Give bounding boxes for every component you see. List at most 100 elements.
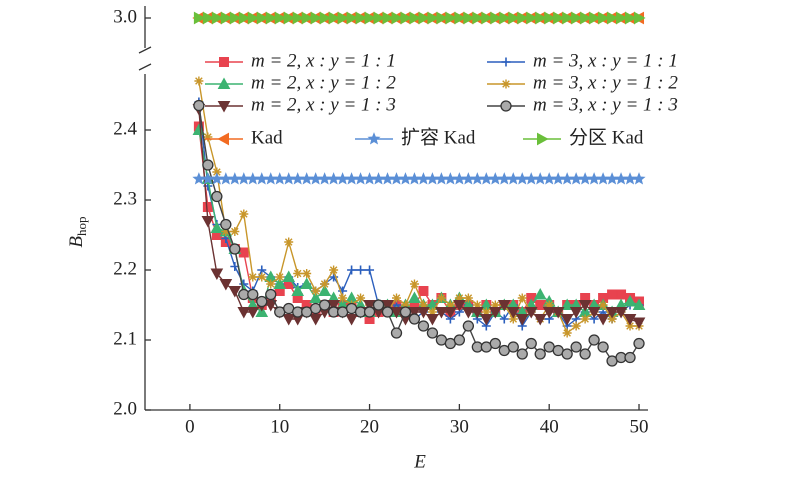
marker — [472, 300, 482, 310]
marker — [381, 306, 394, 318]
marker — [445, 300, 455, 310]
marker — [418, 286, 429, 296]
marker — [596, 172, 610, 185]
marker — [453, 334, 466, 346]
marker — [416, 172, 430, 185]
marker — [515, 172, 529, 185]
marker — [534, 348, 546, 360]
legend-label: 扩容 Kad — [401, 126, 476, 148]
axis-break — [138, 63, 152, 71]
marker — [264, 172, 278, 185]
marker — [193, 11, 206, 25]
marker — [516, 348, 528, 360]
marker — [318, 284, 331, 296]
marker — [544, 300, 554, 310]
marker — [553, 11, 565, 25]
marker — [381, 300, 394, 312]
marker — [490, 11, 502, 25]
marker — [461, 172, 475, 185]
marker — [255, 172, 269, 185]
marker — [345, 172, 359, 185]
marker — [309, 314, 323, 326]
marker — [274, 11, 287, 25]
marker — [264, 300, 278, 312]
marker — [400, 300, 410, 310]
x-tick-label: 50 — [630, 416, 649, 437]
marker — [228, 286, 242, 298]
marker — [542, 172, 556, 185]
marker — [256, 295, 268, 308]
marker — [427, 11, 439, 25]
legend-marker — [219, 57, 229, 67]
marker — [238, 247, 249, 258]
marker — [284, 237, 294, 247]
marker — [380, 172, 395, 185]
marker — [192, 123, 206, 135]
marker — [346, 11, 359, 25]
y-axis-label-sub: hop — [74, 216, 89, 236]
marker — [454, 293, 464, 303]
series-line — [198, 80, 640, 335]
marker — [246, 172, 260, 185]
marker — [220, 11, 233, 25]
marker — [282, 172, 296, 185]
x-tick-label: 30 — [450, 416, 469, 437]
marker — [561, 348, 573, 360]
marker — [426, 314, 439, 326]
marker — [273, 172, 287, 185]
marker — [633, 337, 645, 350]
marker — [481, 307, 491, 317]
marker — [418, 300, 428, 310]
marker — [266, 279, 276, 289]
marker — [453, 300, 466, 312]
marker — [237, 172, 251, 185]
y-tick-label: 3.0 — [113, 6, 137, 27]
x-tick-label: 10 — [270, 416, 289, 437]
marker — [488, 307, 502, 319]
marker — [623, 314, 637, 326]
marker — [229, 11, 242, 25]
marker — [588, 334, 600, 346]
marker — [309, 172, 323, 185]
marker — [338, 293, 348, 303]
marker — [212, 167, 222, 177]
marker — [508, 11, 520, 25]
marker — [211, 190, 223, 203]
marker — [283, 11, 296, 25]
marker — [562, 11, 574, 25]
marker — [399, 306, 412, 318]
marker — [202, 202, 213, 212]
marker — [551, 307, 565, 319]
marker — [364, 11, 377, 25]
marker — [202, 11, 215, 25]
marker — [221, 227, 231, 236]
legend-marker — [217, 77, 231, 89]
marker — [407, 172, 421, 185]
marker — [463, 11, 475, 25]
marker — [265, 288, 277, 301]
marker — [524, 172, 538, 185]
marker — [337, 11, 350, 25]
marker — [202, 159, 214, 171]
marker — [372, 172, 386, 185]
marker — [408, 291, 421, 303]
marker — [310, 11, 323, 25]
axis-break — [138, 46, 152, 54]
marker — [624, 351, 636, 364]
marker — [247, 288, 259, 301]
marker — [238, 11, 251, 25]
marker — [625, 11, 637, 25]
marker — [525, 337, 537, 350]
x-tick-label: 40 — [540, 416, 559, 437]
marker — [470, 307, 484, 319]
marker — [293, 269, 303, 278]
marker — [273, 277, 287, 289]
legend-label: 分区 Kad — [569, 126, 644, 148]
marker — [311, 286, 321, 296]
marker — [365, 265, 375, 275]
marker — [417, 320, 430, 332]
y-axis-label-main: B — [66, 236, 87, 248]
marker — [356, 265, 366, 275]
marker — [570, 341, 582, 353]
marker — [634, 11, 646, 25]
